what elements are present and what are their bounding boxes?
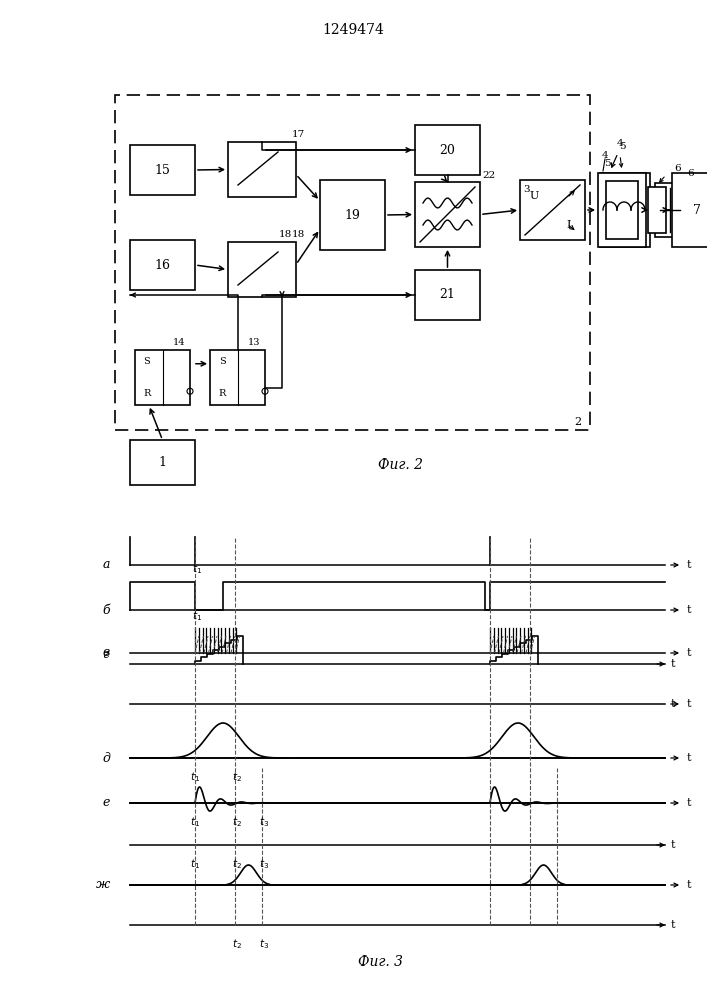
Text: $t_1$: $t_1$ <box>192 609 202 623</box>
Bar <box>130 145 195 195</box>
Text: 2: 2 <box>574 417 582 427</box>
Text: t: t <box>687 560 691 570</box>
Bar <box>210 350 265 405</box>
Text: 5: 5 <box>619 142 625 151</box>
Text: 3: 3 <box>523 185 530 194</box>
Text: 15: 15 <box>155 164 170 177</box>
Bar <box>415 270 480 320</box>
Text: 13: 13 <box>247 338 260 347</box>
Bar <box>415 125 480 175</box>
Text: 18: 18 <box>279 230 292 239</box>
Bar <box>130 440 195 485</box>
Text: U: U <box>530 191 539 201</box>
Bar <box>520 180 585 240</box>
Text: $t_2$: $t_2$ <box>232 937 242 951</box>
Text: 5: 5 <box>604 159 611 168</box>
Text: $t_2$: $t_2$ <box>232 815 242 829</box>
Text: t: t <box>687 753 691 763</box>
Text: t: t <box>671 920 675 930</box>
Text: 7: 7 <box>693 204 701 217</box>
Text: 16: 16 <box>155 259 170 272</box>
Text: t: t <box>687 699 691 709</box>
Text: $t_3$: $t_3$ <box>259 937 269 951</box>
Text: д: д <box>102 752 110 764</box>
Text: 6: 6 <box>687 169 694 178</box>
Bar <box>655 183 685 237</box>
Text: S: S <box>144 358 151 366</box>
Text: 20: 20 <box>440 144 455 157</box>
Text: t: t <box>671 699 675 709</box>
Text: 22: 22 <box>482 171 495 180</box>
Text: 4: 4 <box>602 151 608 160</box>
Text: $t_1$: $t_1$ <box>192 562 202 576</box>
Text: t: t <box>687 880 691 890</box>
Bar <box>115 95 590 430</box>
Text: $t_1$: $t_1$ <box>190 857 200 871</box>
Bar <box>320 180 385 250</box>
Bar <box>598 173 646 247</box>
Text: б: б <box>103 603 110 616</box>
Bar <box>648 187 666 233</box>
Text: 18: 18 <box>292 230 305 239</box>
Text: г: г <box>102 648 108 660</box>
Text: 6: 6 <box>674 164 682 173</box>
Text: t: t <box>671 840 675 850</box>
Text: 19: 19 <box>344 209 361 222</box>
Text: Фиг. 2: Фиг. 2 <box>378 458 423 472</box>
Bar <box>672 173 707 247</box>
Text: 17: 17 <box>292 130 305 139</box>
Text: t: t <box>687 798 691 808</box>
Text: 4: 4 <box>617 139 624 148</box>
Text: 1: 1 <box>158 456 167 469</box>
Bar <box>228 142 296 197</box>
Text: 14: 14 <box>173 338 185 347</box>
Text: Фиг. 3: Фиг. 3 <box>358 955 402 969</box>
Text: $t_3$: $t_3$ <box>259 815 269 829</box>
Text: в: в <box>103 647 110 660</box>
Text: t: t <box>687 605 691 615</box>
Text: S: S <box>218 358 226 366</box>
Text: R: R <box>144 388 151 397</box>
Text: R: R <box>218 388 226 397</box>
Text: $t_2$: $t_2$ <box>232 857 242 871</box>
Text: 21: 21 <box>440 288 455 302</box>
Text: t: t <box>671 659 675 669</box>
Bar <box>130 240 195 290</box>
Text: t: t <box>687 648 691 658</box>
Text: е: е <box>103 796 110 810</box>
Text: а: а <box>103 558 110 572</box>
Text: $t_1$: $t_1$ <box>190 770 200 784</box>
Text: 1249474: 1249474 <box>322 23 385 37</box>
Bar <box>135 350 190 405</box>
Text: ж: ж <box>95 879 110 892</box>
Bar <box>600 173 650 247</box>
Text: I: I <box>567 220 571 230</box>
Bar <box>415 182 480 247</box>
Text: $t_2$: $t_2$ <box>232 770 242 784</box>
Bar <box>228 242 296 297</box>
Text: $t_3$: $t_3$ <box>259 857 269 871</box>
Bar <box>606 181 638 239</box>
Text: $t_1$: $t_1$ <box>190 815 200 829</box>
